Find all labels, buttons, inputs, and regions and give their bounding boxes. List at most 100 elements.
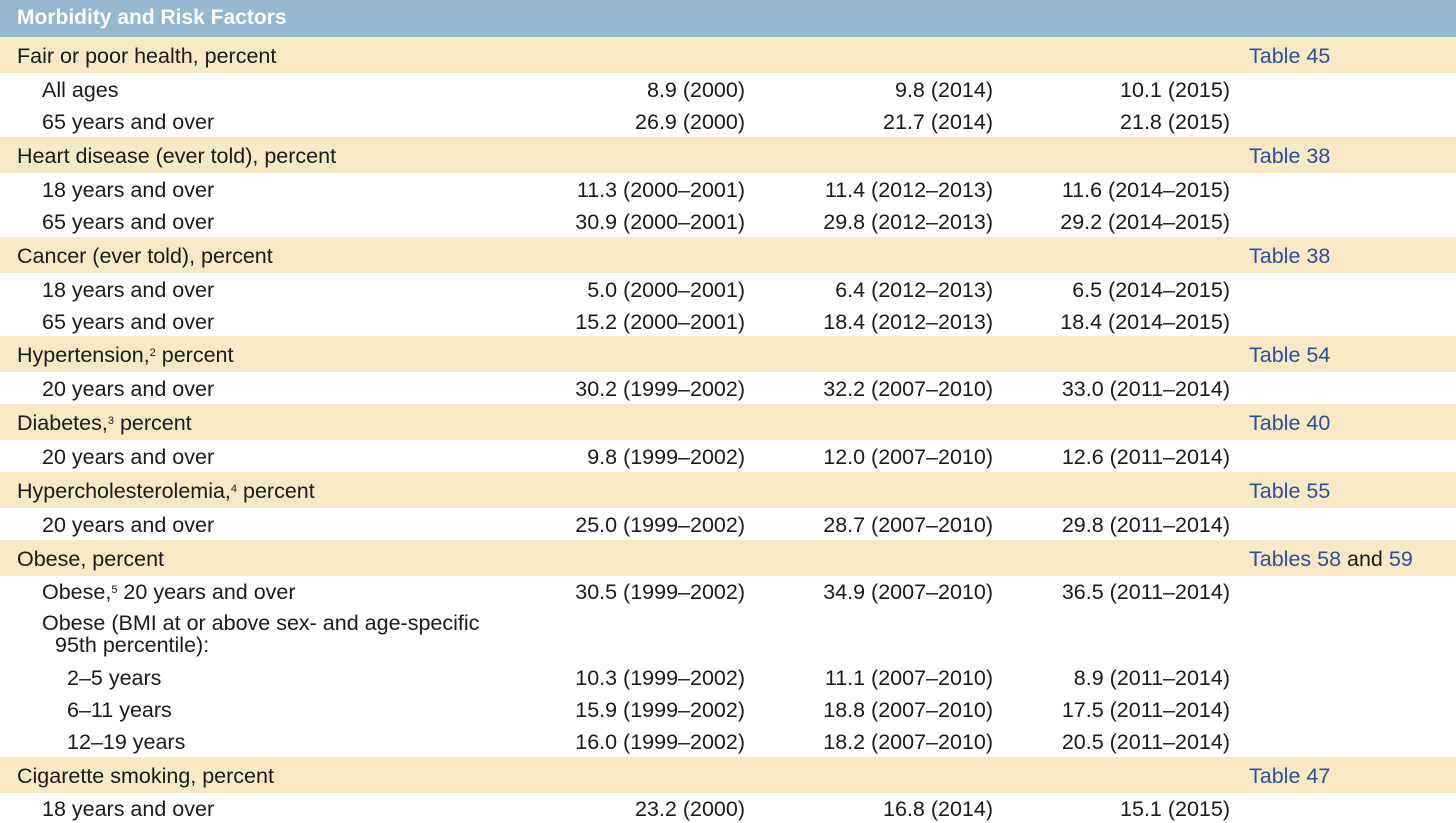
section-title: Hypercholesterolemia,4 percent: [17, 479, 315, 503]
value-cell: 10.3 (1999–2002): [575, 666, 745, 690]
row-label: 20 years and over: [42, 377, 215, 401]
row-label: 12–19 years: [67, 730, 186, 754]
row-label: All ages: [42, 78, 119, 102]
value-cell: 34.9 (2007–2010): [823, 580, 993, 604]
table-reference-prefix: Tables: [1249, 547, 1318, 571]
row-label: 20 years and over: [42, 445, 215, 469]
table-reference-link[interactable]: Table 54: [1249, 343, 1331, 367]
value-cell: 8.9 (2011–2014): [1073, 666, 1230, 690]
value-cell: 16.8 (2014): [883, 797, 993, 821]
section-banner: Morbidity and Risk Factors: [0, 0, 1456, 37]
section-header-hypercholesterolemia: [0, 472, 1456, 508]
section-header-heart-disease: [0, 137, 1456, 173]
value-cell: 11.4 (2012–2013): [824, 178, 993, 202]
value-cell: 5.0 (2000–2001): [587, 278, 745, 302]
table-reference: Tables 58 and 59: [1249, 547, 1413, 571]
section-title: Diabetes,3 percent: [17, 411, 192, 435]
value-cell: 9.8 (2014): [894, 78, 993, 102]
value-cell: 20.5 (2011–2014): [1061, 730, 1230, 754]
value-cell: 11.6 (2014–2015): [1061, 178, 1230, 202]
table-reference-joiner: and: [1341, 547, 1389, 571]
value-cell: 21.7 (2014): [883, 110, 993, 134]
value-cell: 12.6 (2011–2014): [1061, 445, 1230, 469]
footnote-marker: 4: [230, 483, 238, 495]
footnote-marker: 5: [111, 584, 118, 596]
value-cell: 18.4 (2012–2013): [823, 310, 993, 334]
section-title: Hypertension,2 percent: [17, 343, 233, 367]
section-title: Heart disease (ever told), percent: [17, 144, 337, 168]
section-header-cancer: [0, 237, 1456, 273]
value-cell: 6.4 (2012–2013): [835, 278, 993, 302]
row-label: 18 years and over: [42, 278, 215, 302]
table-reference-link[interactable]: Table 38: [1249, 244, 1331, 268]
section-title-suffix: percent: [237, 479, 315, 503]
value-cell: 16.0 (1999–2002): [575, 730, 745, 754]
section-header-smoking: [0, 757, 1456, 793]
row-label: 20 years and over: [42, 513, 215, 537]
value-cell: 26.9 (2000): [635, 110, 745, 134]
value-cell: 11.3 (2000–2001): [576, 178, 745, 202]
value-cell: 6.5 (2014–2015): [1072, 278, 1230, 302]
value-cell: 11.1 (2007–2010): [824, 666, 993, 690]
section-title-text: Hypercholesterolemia,: [17, 479, 231, 503]
row-label-suffix: 20 years and over: [117, 580, 296, 604]
value-cell: 30.9 (2000–2001): [575, 210, 745, 234]
value-cell: 9.8 (1999–2002): [587, 445, 745, 469]
table-reference-link[interactable]: Table 47: [1249, 764, 1331, 788]
value-cell: 15.2 (2000–2001): [575, 310, 745, 334]
value-cell: 29.2 (2014–2015): [1060, 210, 1230, 234]
value-cell: 32.2 (2007–2010): [823, 377, 993, 401]
table-reference-link[interactable]: Table 55: [1249, 479, 1331, 503]
footnote-marker: 3: [107, 415, 114, 427]
section-title-suffix: percent: [155, 343, 234, 367]
table-reference-link[interactable]: 59: [1388, 547, 1413, 571]
row-label: 65 years and over: [42, 310, 215, 334]
section-title: Fair or poor health, percent: [17, 44, 277, 68]
section-title: Obese, percent: [17, 547, 165, 571]
row-label-text: Obese,: [42, 580, 112, 604]
section-header-diabetes: [0, 404, 1456, 440]
value-cell: 15.1 (2015): [1120, 797, 1230, 821]
value-cell: 25.0 (1999–2002): [575, 513, 745, 537]
table-reference-link[interactable]: Table 40: [1249, 411, 1331, 435]
value-cell: 36.5 (2011–2014): [1061, 580, 1230, 604]
value-cell: 18.8 (2007–2010): [823, 698, 993, 722]
value-cell: 18.4 (2014–2015): [1060, 310, 1230, 334]
row-label: 6–11 years: [67, 698, 172, 722]
value-cell: 12.0 (2007–2010): [823, 445, 993, 469]
value-cell: 18.2 (2007–2010): [823, 730, 993, 754]
value-cell: 29.8 (2011–2014): [1061, 513, 1230, 537]
value-cell: 29.8 (2012–2013): [823, 210, 993, 234]
row-label: 65 years and over: [42, 210, 215, 234]
value-cell: 33.0 (2011–2014): [1061, 377, 1230, 401]
row-label: 2–5 years: [67, 666, 162, 690]
row-label: Obese (BMI at or above sex- and age-spec…: [42, 611, 480, 635]
value-cell: 30.2 (1999–2002): [575, 377, 745, 401]
section-title-text: Hypertension,: [17, 343, 150, 367]
value-cell: 15.9 (1999–2002): [575, 698, 745, 722]
value-cell: 10.1 (2015): [1120, 78, 1230, 102]
section-title: Cigarette smoking, percent: [17, 764, 274, 788]
row-label: 65 years and over: [42, 110, 215, 134]
table-reference-link[interactable]: Table 38: [1249, 144, 1331, 168]
row-label: 18 years and over: [42, 178, 215, 202]
row-label: 18 years and over: [42, 797, 215, 821]
value-cell: 8.9 (2000): [646, 78, 745, 102]
section-title: Cancer (ever told), percent: [17, 244, 273, 268]
section-header-obese: [0, 540, 1456, 576]
banner-title: Morbidity and Risk Factors: [17, 6, 287, 29]
value-cell: 17.5 (2011–2014): [1061, 698, 1230, 722]
value-cell: 30.5 (1999–2002): [575, 580, 745, 604]
value-cell: 21.8 (2015): [1120, 110, 1230, 134]
value-cell: 23.2 (2000): [635, 797, 745, 821]
section-header-fair-poor-health: [0, 37, 1456, 73]
footnote-marker: 2: [149, 347, 156, 359]
table-reference-link[interactable]: 58: [1317, 547, 1342, 571]
section-header-hypertension: [0, 336, 1456, 372]
table-reference-link[interactable]: Table 45: [1249, 44, 1331, 68]
value-cell: 28.7 (2007–2010): [823, 513, 993, 537]
row-label-continuation: 95th percentile):: [55, 633, 210, 657]
section-title-text: Diabetes,: [17, 411, 108, 435]
section-title-suffix: percent: [113, 411, 192, 435]
